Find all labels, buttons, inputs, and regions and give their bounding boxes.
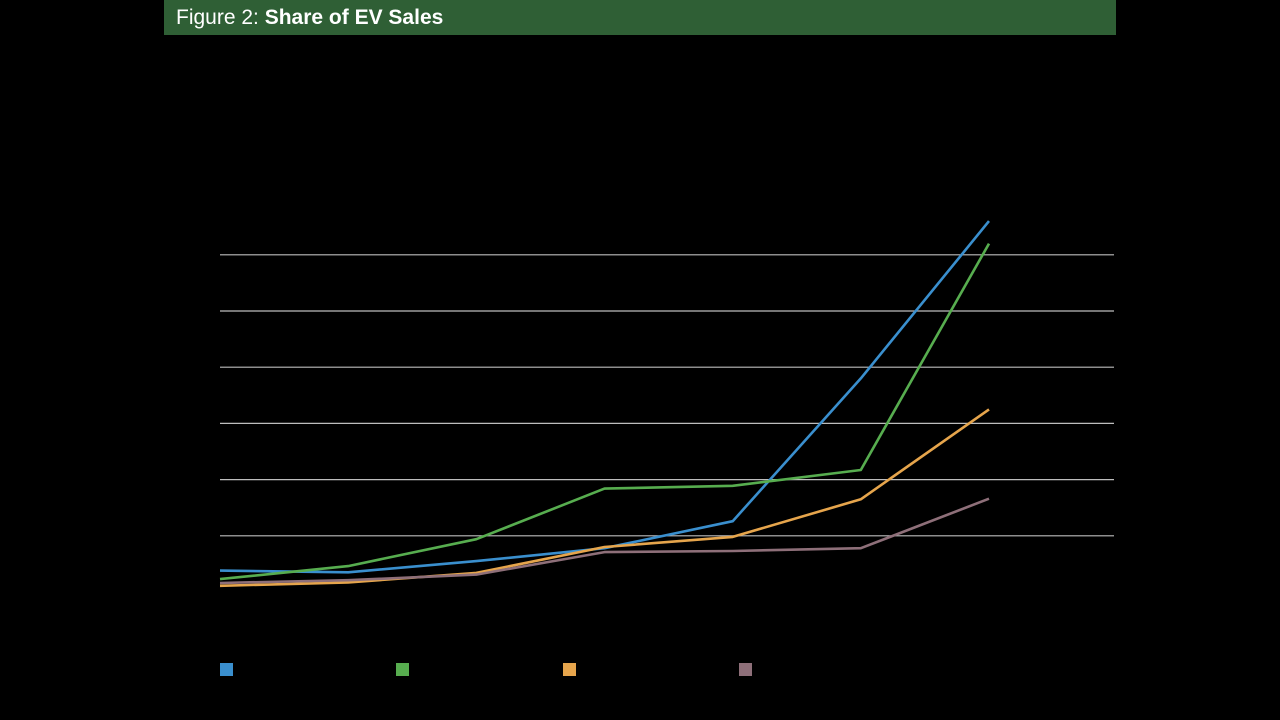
chart-title: Share of EV Sales: [264, 5, 444, 29]
series-lines: [219, 220, 991, 588]
figure-title: Figure 2: Share of EV Sales: [176, 6, 443, 30]
figure-number: Figure 2:: [176, 5, 265, 29]
series-line-4: [219, 497, 990, 585]
legend-swatch-4: [739, 663, 752, 676]
figure-title-bar: Figure 2: Share of EV Sales: [164, 0, 1116, 35]
legend-swatch-3: [563, 663, 576, 676]
gridlines: [220, 254, 1114, 537]
series-line-1: [219, 220, 991, 574]
series-line-3: [219, 408, 990, 588]
legend-swatch-2: [396, 663, 409, 676]
legend-swatch-1: [220, 663, 233, 676]
legend: [220, 663, 752, 676]
series-line-2: [219, 242, 991, 581]
